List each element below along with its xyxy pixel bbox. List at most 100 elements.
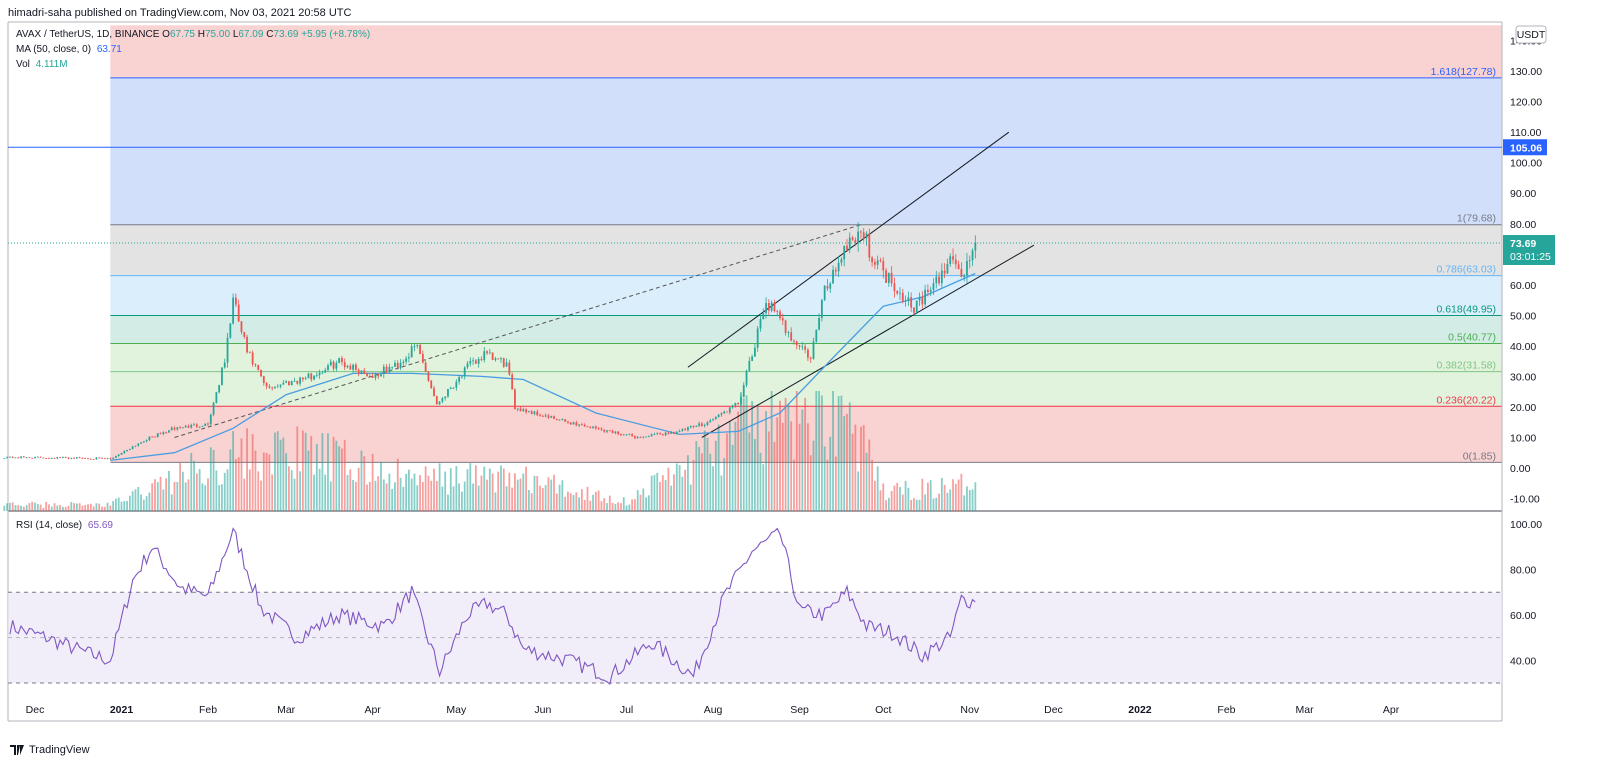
candle-body [257,365,259,370]
volume-bar [935,498,937,511]
time-tick-label: Sep [790,704,809,716]
volume-bar [492,473,494,511]
volume-bar [388,474,390,511]
volume-bar [268,455,270,511]
candle-body [877,260,879,265]
candle-body [592,427,594,429]
volume-bar [274,433,276,511]
volume-bar [478,486,480,511]
volume-bar [849,402,851,511]
volume-bar [737,412,739,511]
candle-body [140,442,142,443]
volume-bar [827,460,829,511]
price-tick-label: 100.00 [1510,158,1542,170]
volume-bar [874,481,876,511]
candle-body [679,431,681,432]
fib-label-0.5: 0.5(40.77) [1448,332,1496,344]
candle-body [673,432,675,433]
volume-bar [815,391,817,511]
volume-bar [757,404,759,511]
volume-bar [335,441,337,511]
price-tick-label: -10.00 [1510,494,1540,506]
candle-body [751,357,753,361]
candle-body [846,246,848,250]
volume-bar [707,438,709,511]
volume-bar [252,434,254,511]
candle-body [241,321,243,332]
candle-body [405,358,407,361]
candle-body [366,374,368,376]
volume-bar [349,469,351,511]
volume-bar [525,467,527,511]
volume-bar [718,425,720,511]
volume-bar [54,503,56,511]
volume-bar [522,473,524,511]
candle-body [628,434,630,435]
candle-body [963,276,965,277]
legend-ma-label: MA (50, close, 0) [16,44,91,55]
volume-bar [372,454,374,511]
candle-body [104,458,106,459]
legend-vol-value: 4.111M [36,59,68,70]
candle-body [51,458,53,459]
volume-bar [143,500,145,511]
candle-body [603,430,605,432]
fib-label-1: 1(79.68) [1457,213,1496,225]
volume-bar [497,472,499,511]
volume-bar [59,505,61,511]
volume-bar [369,482,371,511]
volume-bar [40,505,42,511]
fib-label-0.382: 0.382(31.58) [1436,360,1496,372]
volume-bar [400,478,402,511]
volume-bar [536,476,538,511]
candle-body [252,352,254,364]
volume-bar [322,433,324,511]
volume-bar [95,503,97,511]
candle-body [536,412,538,416]
candle-body [310,374,312,380]
candle-body [109,458,111,459]
time-tick-label: Jul [620,704,633,716]
volume-bar [121,502,123,511]
candle-body [123,451,125,453]
candle-body [960,269,962,277]
candle-body [827,286,829,289]
candle-body [193,424,195,425]
price-axis: -10.000.0010.0020.0030.0040.0050.0060.00… [1510,36,1542,506]
tradingview-footer[interactable]: TradingView [10,744,90,756]
candle-body [821,300,823,318]
time-tick-label: Dec [1044,704,1063,716]
candle-body [45,458,47,459]
candle-body [648,436,650,437]
candle-body [553,416,555,419]
candle-body [958,264,960,269]
candle-body [62,457,64,458]
candle-body [651,434,653,436]
volume-bar [779,401,781,511]
candle-body [95,458,97,460]
volume-bar [291,470,293,511]
volume-bar [42,508,44,511]
volume-bar [832,391,834,511]
tradingview-brand-text: TradingView [29,744,90,756]
volume-bar [631,499,633,511]
volume-bar [732,445,734,511]
volume-bar [938,494,940,511]
rsi-tick-label: 80.00 [1510,565,1536,577]
candle-body [369,376,371,377]
volume-bar [215,470,217,511]
candle-body [20,456,22,457]
volume-bar [352,480,354,511]
volume-bar [673,474,675,511]
volume-bar [863,425,865,511]
candle-body [704,425,706,426]
candle-body [419,345,421,354]
volume-bar [606,503,608,511]
volume-bar [885,500,887,511]
volume-bar [734,422,736,511]
fibonacci-retracement: 1.618(127.78)1(79.68)0.786(63.03)0.618(4… [110,25,1502,462]
volume-bar [243,479,245,511]
candle-body [718,415,720,417]
time-tick-label: Nov [960,704,979,716]
